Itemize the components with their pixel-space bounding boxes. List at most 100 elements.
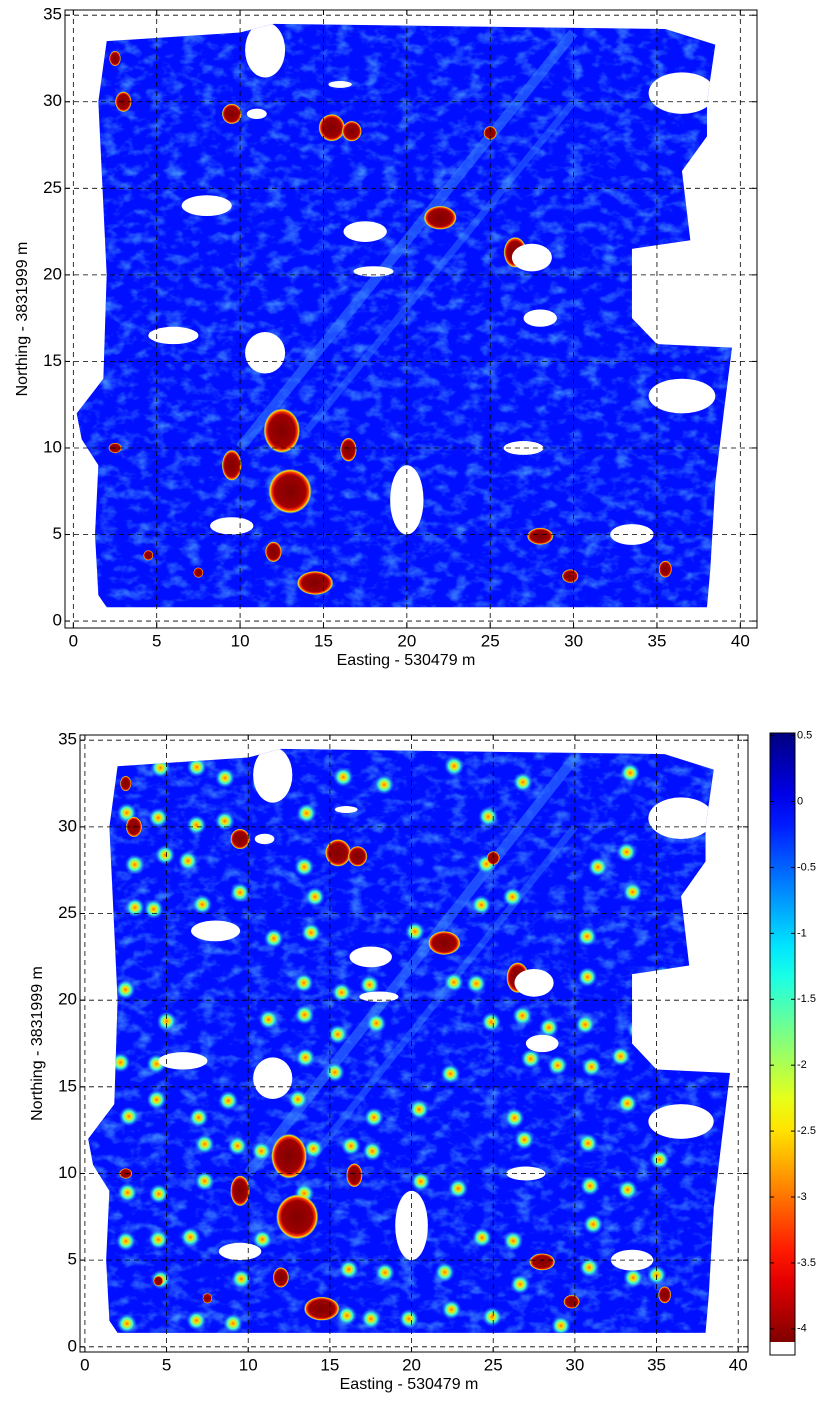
- y-tick-label: 15: [58, 1076, 77, 1095]
- target-anomaly: [296, 803, 317, 824]
- target-anomaly: [194, 1134, 215, 1155]
- target-anomaly: [194, 1171, 215, 1192]
- target-anomaly: [652, 965, 673, 986]
- x-tick-label: 40: [729, 1355, 748, 1374]
- target-anomaly: [150, 757, 171, 778]
- no-data-area: [181, 195, 232, 216]
- target-anomaly: [124, 897, 145, 918]
- y-tick-label: 35: [43, 5, 62, 24]
- target-anomaly: [116, 1313, 137, 1333]
- strong-anomaly: [563, 1294, 580, 1309]
- target-anomaly: [512, 772, 533, 793]
- target-anomaly: [404, 921, 425, 942]
- colorbar-frame: [769, 732, 796, 1356]
- target-anomaly: [155, 844, 176, 865]
- target-anomaly: [502, 886, 523, 907]
- target-anomaly: [550, 1315, 571, 1333]
- survey-map: [88, 748, 731, 1333]
- target-anomaly: [374, 1262, 395, 1283]
- no-data-area: [656, 1000, 706, 1018]
- target-anomaly: [366, 1013, 387, 1034]
- strong-anomaly: [143, 550, 154, 561]
- strong-anomaly: [230, 828, 250, 850]
- chart-panel: 0 5 10 15 20 25 30 35 40 0 5 10 15 20 25 30 35 Easting - …: [14, 5, 758, 669]
- colorbar-tick-label: -3: [797, 1191, 807, 1203]
- strong-anomaly: [427, 930, 461, 956]
- target-anomaly: [617, 1179, 638, 1200]
- target-anomaly: [478, 806, 499, 827]
- survey-map: [76, 23, 732, 608]
- y-tick-label: 20: [58, 990, 77, 1009]
- no-data-area: [245, 23, 286, 78]
- target-anomaly: [294, 1004, 315, 1025]
- target-anomaly: [616, 842, 637, 863]
- target-anomaly: [649, 1149, 670, 1170]
- strong-anomaly: [296, 570, 334, 596]
- target-anomaly: [466, 973, 487, 994]
- target-anomaly: [374, 774, 395, 795]
- target-anomaly: [327, 1024, 348, 1045]
- x-tick-label: 40: [731, 631, 750, 650]
- target-anomaly: [156, 1011, 177, 1032]
- no-data-area: [253, 748, 293, 803]
- target-anomaly: [331, 982, 352, 1003]
- x-tick-label: 5: [152, 631, 161, 650]
- target-anomaly: [514, 1129, 535, 1150]
- y-tick-label: 30: [43, 91, 62, 110]
- target-anomaly: [180, 1227, 201, 1248]
- target-anomaly: [583, 1214, 604, 1235]
- x-tick-label: 0: [69, 631, 78, 650]
- target-anomaly: [186, 757, 207, 778]
- target-anomaly: [186, 814, 207, 835]
- target-anomaly: [434, 1262, 455, 1283]
- no-data-area: [210, 517, 254, 535]
- target-anomaly: [293, 972, 314, 993]
- target-anomaly: [148, 807, 169, 828]
- strong-anomaly: [265, 541, 282, 563]
- target-anomaly: [360, 1308, 381, 1329]
- colorbar-tick-label: 0.5: [797, 730, 812, 742]
- strong-anomaly: [526, 527, 554, 545]
- target-anomaly: [471, 895, 492, 916]
- strong-anomaly: [658, 560, 672, 578]
- target-anomaly: [520, 1048, 541, 1069]
- strong-anomaly: [561, 569, 579, 583]
- target-anomaly: [620, 762, 641, 783]
- target-anomaly: [504, 1107, 525, 1128]
- strong-anomaly: [272, 1267, 290, 1288]
- target-anomaly: [398, 1308, 419, 1329]
- target-anomaly: [577, 967, 598, 988]
- target-anomaly: [177, 850, 198, 871]
- target-anomaly: [148, 1229, 169, 1250]
- target-anomaly: [230, 882, 251, 903]
- y-tick-label: 0: [53, 611, 62, 630]
- x-tick-label: 5: [162, 1355, 171, 1374]
- target-anomaly: [443, 972, 464, 993]
- target-anomaly: [576, 926, 597, 947]
- no-data-area: [328, 80, 352, 88]
- target-anomaly: [510, 1274, 531, 1295]
- y-tick-label: 0: [68, 1336, 77, 1355]
- no-data-area: [218, 1242, 262, 1261]
- target-anomaly: [188, 1107, 209, 1128]
- no-data-area: [648, 72, 716, 114]
- no-data-area: [158, 1052, 208, 1070]
- y-tick-label: 20: [43, 264, 62, 283]
- strong-anomaly: [423, 205, 457, 230]
- target-anomaly: [124, 854, 145, 875]
- chart-panel: 0 5 10 15 20 25 30 35 40 0 5 10 15 20 25 30 35 Easting - …: [29, 730, 816, 1394]
- no-data-area: [514, 968, 554, 997]
- x-tick-label: 15: [314, 631, 333, 650]
- target-anomaly: [214, 767, 235, 788]
- target-anomaly: [227, 1135, 248, 1156]
- target-anomaly: [214, 811, 235, 832]
- target-anomaly: [324, 1062, 345, 1083]
- colorbar-tick-label: -1: [797, 927, 807, 939]
- target-anomaly: [251, 1141, 272, 1162]
- strong-anomaly: [303, 1296, 340, 1321]
- target-anomaly: [610, 1046, 631, 1067]
- strong-anomaly: [324, 838, 352, 867]
- target-anomaly: [575, 1014, 596, 1035]
- strong-anomaly: [340, 437, 357, 462]
- colorbar: [770, 733, 795, 1342]
